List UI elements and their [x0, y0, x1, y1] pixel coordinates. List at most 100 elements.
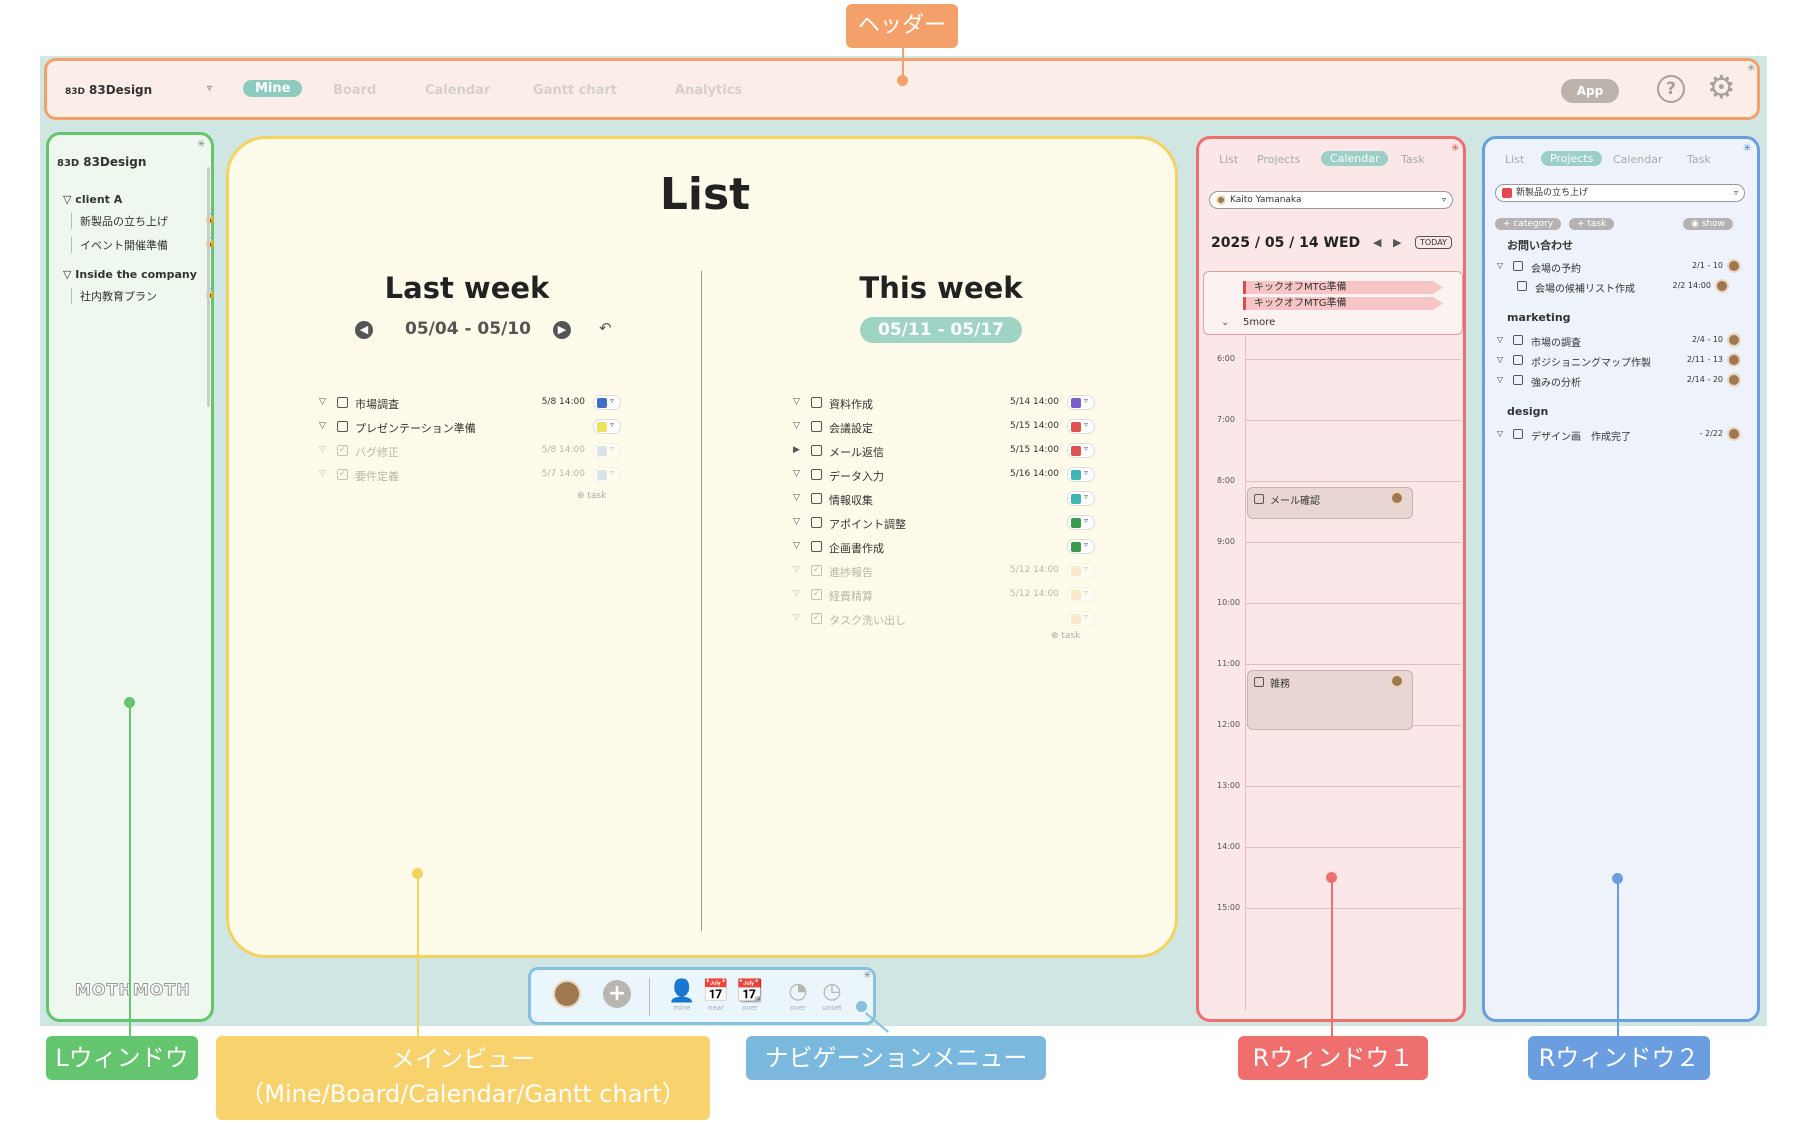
collapse-icon[interactable]: ▽	[63, 268, 76, 281]
workspace-dropdown-icon[interactable]: ▿	[207, 83, 213, 94]
event-checkbox[interactable]	[1254, 677, 1264, 687]
pin-icon[interactable]: ✳	[1747, 63, 1756, 74]
task-checkbox[interactable]	[1513, 355, 1523, 365]
nav-item-over[interactable]: ◔ over	[781, 980, 815, 1018]
scrollbar[interactable]	[207, 167, 210, 407]
pin-icon[interactable]: ✳	[1451, 143, 1460, 154]
task-checkbox[interactable]: ✓	[337, 469, 348, 480]
expand-icon[interactable]: ▽	[319, 397, 326, 407]
task-checkbox[interactable]	[811, 493, 822, 504]
expand-icon[interactable]: ▽	[793, 589, 800, 599]
task-row[interactable]: ▽ アポイント調整 ▿	[793, 514, 1103, 534]
color-selector[interactable]: ▿	[593, 467, 621, 482]
help-icon[interactable]: ?	[1657, 75, 1685, 103]
category-heading[interactable]: design	[1507, 405, 1549, 418]
reset-icon[interactable]: ↶	[599, 319, 612, 337]
collapse-icon[interactable]: ▽	[63, 193, 76, 206]
add-category-button[interactable]: + category	[1495, 218, 1562, 230]
prev-day-icon[interactable]: ◀	[1373, 236, 1382, 249]
task-row[interactable]: ▽ 企画書作成 ▿	[793, 538, 1103, 558]
add-task-button[interactable]: ⊕ task	[1051, 631, 1080, 641]
color-selector[interactable]: ▿	[1067, 611, 1095, 626]
project-task-row[interactable]: ▽ 市場の調査 2/4 - 10	[1497, 333, 1747, 351]
task-checkbox[interactable]: ✓	[811, 589, 822, 600]
tab-list[interactable]: List	[1219, 153, 1239, 166]
project-item[interactable]: 社内教育プラン 🔒	[71, 288, 216, 304]
task-checkbox[interactable]	[1513, 261, 1523, 271]
task-checkbox[interactable]	[811, 421, 822, 432]
next-week-button[interactable]: ▶	[553, 321, 571, 339]
task-checkbox[interactable]	[337, 397, 348, 408]
project-item[interactable]: 新製品の立ち上げ 🔒	[71, 213, 216, 229]
task-checkbox[interactable]	[811, 469, 822, 480]
project-task-row[interactable]: ▽ 会場の予約 2/1 - 10	[1497, 259, 1747, 277]
color-selector[interactable]: ▿	[593, 419, 621, 434]
app-button[interactable]: App	[1561, 79, 1619, 103]
color-selector[interactable]: ▿	[1067, 467, 1095, 482]
task-checkbox[interactable]	[1513, 375, 1523, 385]
color-selector[interactable]: ▿	[1067, 587, 1095, 602]
expand-icon[interactable]: ▽	[1497, 335, 1504, 344]
expand-icon[interactable]: ▽	[1497, 375, 1504, 384]
task-row[interactable]: ▽ 会議設定 5/15 14:00 ▿	[793, 418, 1103, 438]
tab-analytics[interactable]: Analytics	[675, 83, 743, 98]
add-icon[interactable]: +	[603, 980, 631, 1008]
tab-calendar[interactable]: Calendar	[1613, 153, 1663, 166]
calendar-event[interactable]: メール確認	[1247, 487, 1413, 519]
color-selector[interactable]: ▿	[1067, 491, 1095, 506]
today-button[interactable]: TODAY	[1415, 236, 1452, 249]
task-checkbox[interactable]	[811, 541, 822, 552]
task-checkbox[interactable]: ✓	[811, 613, 822, 624]
workspace-selector[interactable]: 83D 83Design	[65, 83, 152, 97]
expand-icon[interactable]: ▽	[793, 613, 800, 623]
gear-icon[interactable]: ⚙	[1707, 68, 1736, 106]
category-heading[interactable]: marketing	[1507, 311, 1571, 324]
task-row[interactable]: ▽ プレゼンテーション準備 ▿	[319, 418, 629, 438]
nav-item-mine[interactable]: 👤 mine	[665, 980, 699, 1018]
calendar-event[interactable]: 雑務	[1247, 670, 1413, 730]
tab-calendar[interactable]: Calendar	[425, 83, 491, 98]
tab-list[interactable]: List	[1505, 153, 1525, 166]
project-item[interactable]: イベント開催準備 🔒	[71, 237, 216, 253]
expand-icon[interactable]: ▽	[319, 421, 326, 431]
task-row[interactable]: ▽ ✓ 進捗報告 5/12 14:00 ▿	[793, 562, 1103, 582]
prev-week-button[interactable]: ◀	[355, 321, 373, 339]
color-selector[interactable]: ▿	[1067, 443, 1095, 458]
task-row[interactable]: ▽ ✓ バグ修正 5/8 14:00 ▿	[319, 442, 629, 462]
project-task-row[interactable]: ▽ 強みの分析 2/14 - 20	[1497, 373, 1747, 391]
nav-item-unset[interactable]: ◷ unset	[815, 980, 849, 1018]
pin-icon[interactable]: ✳	[197, 139, 206, 150]
task-checkbox[interactable]	[1513, 335, 1523, 345]
tab-mine[interactable]: Mine	[243, 80, 303, 97]
task-checkbox[interactable]	[811, 445, 822, 456]
pin-icon[interactable]: ✳	[863, 970, 872, 981]
add-task-button[interactable]: ⊕ task	[577, 491, 606, 501]
group-client-a[interactable]: ▽ client A	[63, 193, 122, 206]
task-checkbox[interactable]	[1517, 281, 1527, 291]
color-selector[interactable]: ▿	[593, 395, 621, 410]
project-select[interactable]: 新製品の立ち上げ ▿	[1495, 184, 1745, 202]
tab-task[interactable]: Task	[1687, 153, 1711, 166]
expand-icon[interactable]: ▽	[793, 493, 800, 503]
pin-icon[interactable]: ✳	[1743, 143, 1752, 154]
task-checkbox[interactable]: ✓	[337, 445, 348, 456]
task-checkbox[interactable]: ✓	[811, 565, 822, 576]
project-task-row[interactable]: 会場の候補リスト作成 2/2 14:00	[1501, 279, 1751, 297]
expand-icon[interactable]: ▽	[793, 541, 800, 551]
color-selector[interactable]: ▿	[593, 443, 621, 458]
expand-icon[interactable]: ▶	[793, 445, 800, 455]
all-day-event[interactable]: キックオフMTG準備	[1243, 281, 1443, 294]
task-checkbox[interactable]	[811, 517, 822, 528]
nav-item-over[interactable]: 📆 over	[733, 980, 767, 1018]
expand-icon[interactable]: ▽	[1497, 355, 1504, 364]
all-day-event[interactable]: キックオフMTG準備	[1243, 297, 1443, 310]
task-row[interactable]: ▶ メール返信 5/15 14:00 ▿	[793, 442, 1103, 462]
task-row[interactable]: ▽ 情報収集 ▿	[793, 490, 1103, 510]
color-selector[interactable]: ▿	[1067, 515, 1095, 530]
color-selector[interactable]: ▿	[1067, 563, 1095, 578]
color-selector[interactable]: ▿	[1067, 539, 1095, 554]
event-checkbox[interactable]	[1254, 494, 1264, 504]
tab-task[interactable]: Task	[1401, 153, 1425, 166]
task-checkbox[interactable]	[337, 421, 348, 432]
more-events-link[interactable]: 5more	[1243, 317, 1276, 328]
